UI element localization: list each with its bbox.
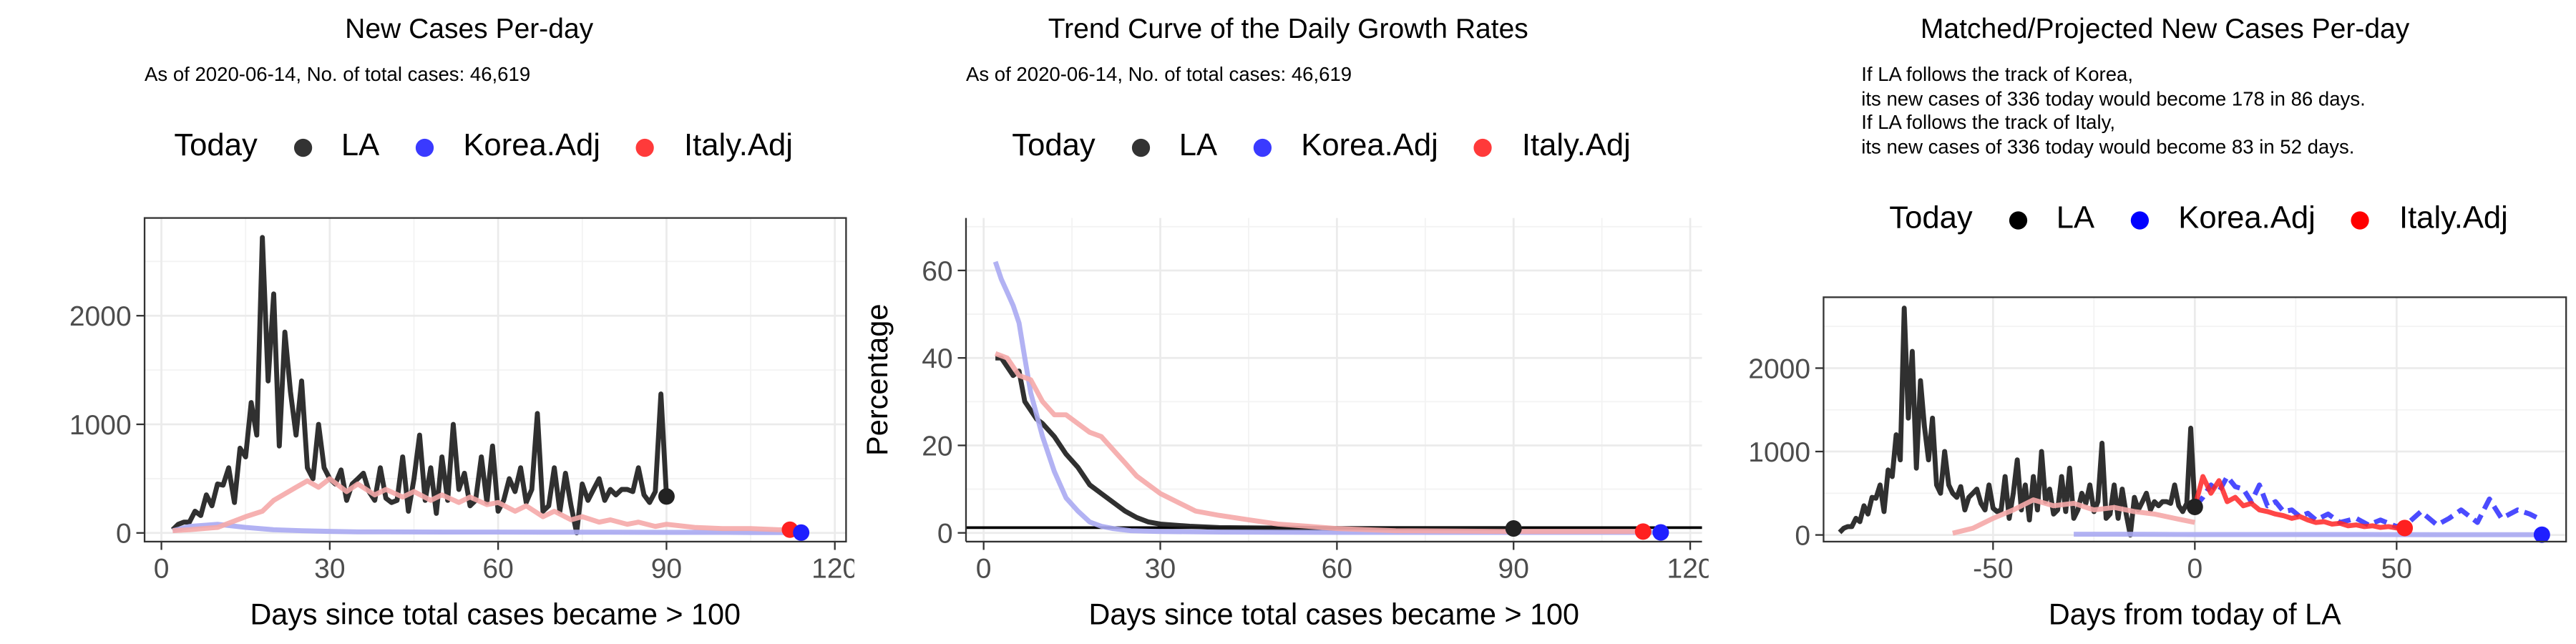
series-line-la [1838, 306, 2197, 538]
y-tick-label: 20 [922, 431, 952, 462]
x-axis-label: Days since total cases became > 100 [1089, 597, 1580, 630]
plot-background [965, 218, 1702, 542]
chart-title: New Cases Per-day [345, 13, 594, 45]
y-tick-label: 1000 [1748, 437, 1810, 468]
chart-panel-new-cases: New Cases Per-day As of 2020-06-14, No. … [0, 0, 854, 644]
x-tick-label: 120 [811, 554, 854, 585]
legend-label-la: LA [341, 129, 380, 164]
x-tick-label: 0 [2187, 554, 2202, 585]
x-axis-label: Days from today of LA [2049, 597, 2341, 630]
y-tick-label: 2000 [1748, 353, 1810, 384]
legend-dot-korea [1253, 137, 1272, 157]
legend-label-italy: Italy.Adj [1521, 129, 1631, 164]
legend-label-korea: Korea.Adj [463, 129, 600, 164]
series-line-korea-adj-projected [2192, 474, 2543, 530]
y-axis-label: Percentage [860, 304, 894, 456]
today-point-korea-adj [2533, 526, 2550, 543]
legend-dot-la [1131, 137, 1150, 157]
series-line-italy-adj [994, 351, 1644, 535]
x-tick-label: 60 [482, 554, 513, 585]
series-line-italy-adj-projected [2192, 474, 2405, 531]
chart-subtitle: As of 2020-06-14, No. of total cases: 46… [145, 62, 531, 87]
plot-border [143, 217, 847, 543]
series-line-korea-adj [992, 260, 1661, 535]
legend-title: Today [1889, 201, 1973, 237]
chart-title: Trend Curve of the Daily Growth Rates [1048, 13, 1528, 45]
x-tick-label: 0 [976, 554, 992, 585]
x-axis-label: Days since total cases became > 100 [250, 597, 741, 630]
legend-dot-korea [2130, 210, 2149, 229]
today-point-korea-adj [793, 524, 810, 541]
legend-dot-la [2009, 210, 2027, 229]
x-tick-label: 90 [651, 554, 682, 585]
today-point-la [1505, 520, 1522, 537]
projection-note-line: its new cases of 336 today would become … [1861, 135, 2355, 158]
series-line-korea-adj [172, 522, 801, 535]
chart-panel-growth-rates: Trend Curve of the Daily Growth Rates As… [854, 0, 1709, 644]
y-tick-label: 60 [922, 256, 952, 287]
legend-label-italy: Italy.Adj [2399, 201, 2508, 237]
x-tick-label: 30 [1145, 554, 1176, 585]
x-tick-label: 90 [1498, 554, 1529, 585]
today-point-korea-adj [1652, 524, 1669, 541]
y-tick-label: 2000 [69, 301, 132, 332]
legend-title: Today [174, 129, 258, 164]
chart-title: Matched/Projected New Cases Per-day [1920, 13, 2410, 45]
y-tick-label: 0 [116, 519, 132, 550]
plot-border [1823, 296, 2567, 543]
x-tick-label: 30 [314, 554, 345, 585]
y-tick-label: 0 [1795, 520, 1810, 551]
growth-rate-chart: 0 30 60 90 120 0 20 40 60 Days since total cases … [860, 218, 1709, 630]
legend-title: Today [1012, 129, 1096, 164]
series-line-italy-adj-past- [1952, 497, 2196, 536]
projection-note-line: its new cases of 336 today would become … [1861, 87, 2366, 110]
legend-label-korea: Korea.Adj [2178, 201, 2316, 237]
y-tick-label: 40 [922, 343, 952, 374]
legend: Today LA Korea.Adj Italy.Adj [1012, 129, 1631, 165]
today-point-la [658, 488, 675, 505]
x-tick-label: 0 [154, 554, 170, 585]
legend: Today LA Korea.Adj Italy.Adj [1889, 202, 2508, 238]
new-cases-chart: 0 30 60 90 120 0 1000 2000 Days since total case… [69, 217, 854, 630]
legend-dot-la [293, 137, 312, 157]
legend-label-italy: Italy.Adj [684, 129, 793, 164]
x-tick-label: -50 [1973, 554, 2013, 585]
chart-panel-projected: Matched/Projected New Cases Per-day If L… [1709, 0, 2576, 644]
legend-label-la: LA [2056, 201, 2095, 237]
legend: Today LA Korea.Adj Italy.Adj [174, 129, 793, 165]
legend-dot-korea [415, 137, 434, 157]
legend-label-korea: Korea.Adj [1301, 129, 1438, 164]
series-line-italy-adj [172, 476, 790, 534]
x-tick-label: 120 [1667, 554, 1709, 585]
series-line-la [170, 235, 669, 536]
projection-note-line: If LA follows the track of Korea, [1861, 62, 2134, 87]
y-tick-label: 1000 [69, 410, 132, 441]
legend-label-la: LA [1179, 129, 1218, 164]
projection-note: If LA follows the track of Korea, its ne… [1861, 63, 2366, 159]
today-point-italy-adj [2396, 519, 2414, 537]
today-point-italy-adj [1634, 523, 1652, 540]
x-tick-label: 60 [1322, 554, 1352, 585]
today-point-la [2186, 498, 2203, 515]
chart-subtitle: As of 2020-06-14, No. of total cases: 46… [965, 62, 1352, 87]
x-tick-label: 50 [2381, 554, 2412, 585]
y-tick-label: 0 [937, 518, 953, 549]
projection-note-line: If LA follows the track of Italy, [1861, 110, 2116, 134]
